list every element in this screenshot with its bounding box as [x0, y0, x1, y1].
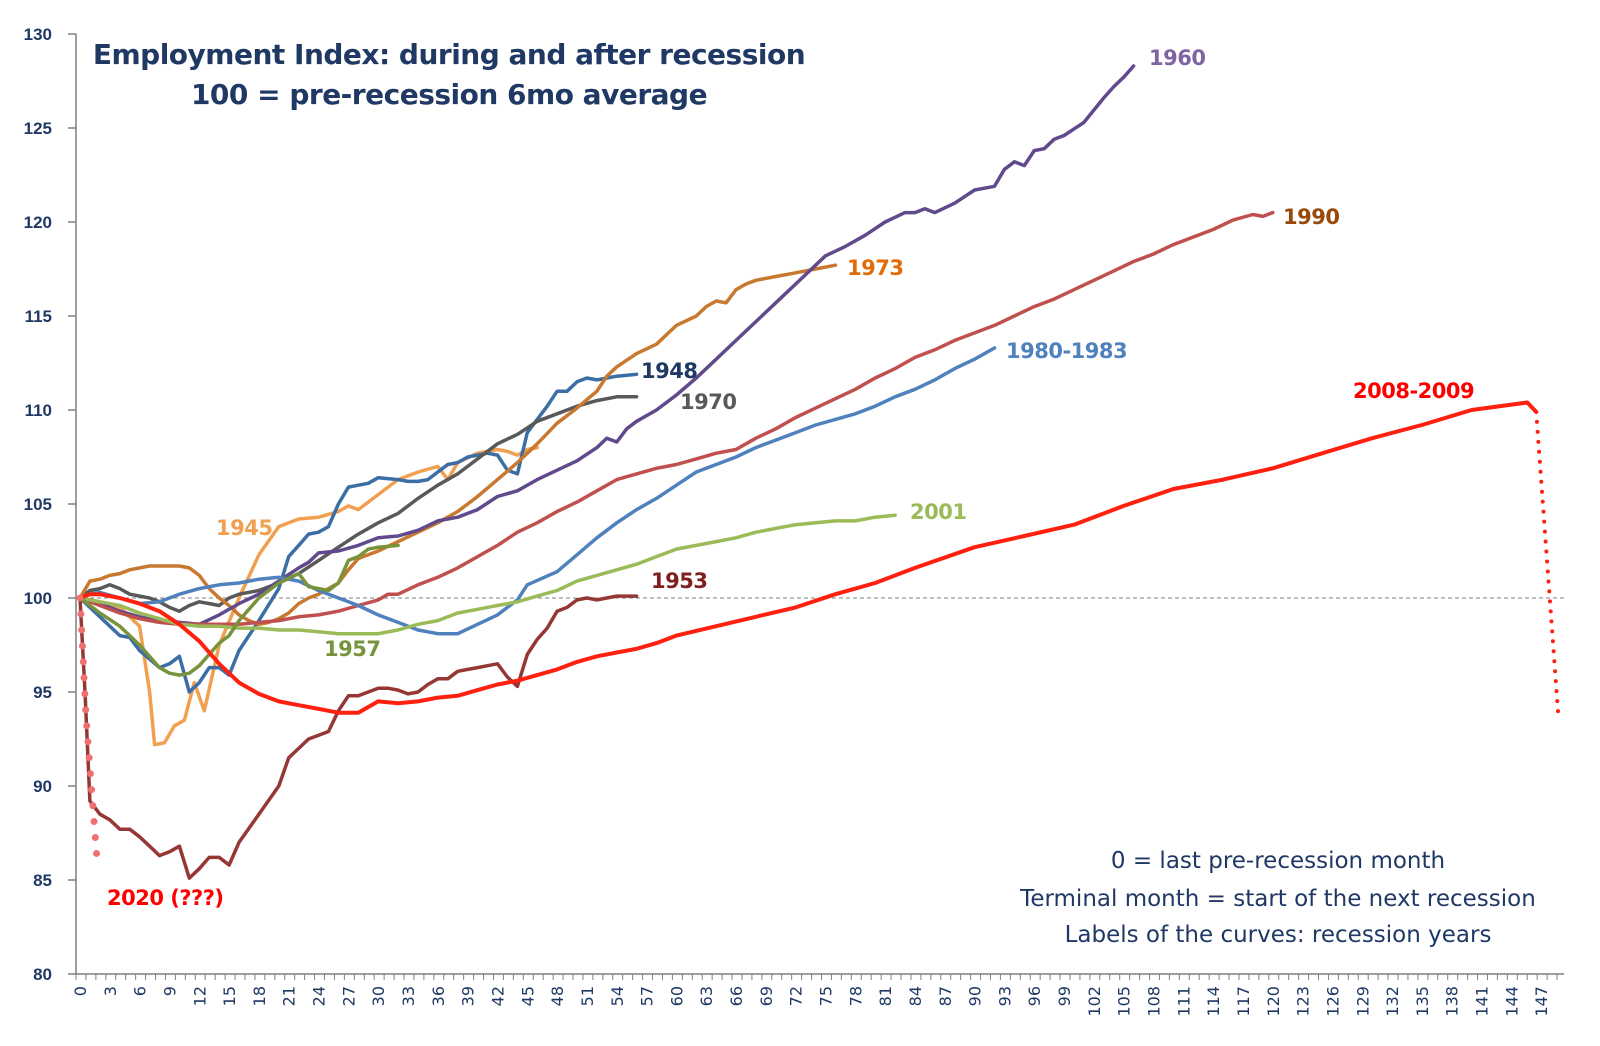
chart-title: Employment Index: during and after reces…: [92, 38, 806, 71]
series-label-1970: 1970: [680, 390, 737, 414]
x-tick-label: 90: [966, 986, 985, 1006]
x-tick-label: 114: [1204, 986, 1223, 1017]
y-tick-label: 85: [33, 871, 52, 890]
y-tick-label: 105: [24, 495, 52, 514]
x-tick-label: 132: [1383, 986, 1402, 1017]
x-tick-label: 138: [1443, 986, 1462, 1017]
series-label-1960: 1960: [1149, 46, 1206, 70]
series-line-1948: [78, 372, 639, 694]
x-tick-label: 3: [101, 986, 120, 996]
x-tick-label: 72: [787, 986, 806, 1006]
series-line-2001: [78, 513, 897, 636]
series-line-1957: [78, 543, 400, 677]
series-line-1990: [78, 210, 1275, 627]
series-projection-2008-2009: [1534, 409, 1561, 715]
y-tick-label: 125: [24, 119, 52, 138]
x-tick-label: 48: [548, 986, 567, 1006]
y-tick-label: 120: [24, 213, 52, 232]
y-tick-label: 80: [33, 965, 52, 984]
y-tick-label: 130: [24, 25, 52, 44]
x-tick-label: 87: [936, 986, 955, 1006]
series-label-2001: 2001: [910, 500, 967, 524]
series-label-1973: 1973: [847, 256, 904, 280]
series-label-1957: 1957: [324, 637, 381, 661]
x-tick-label: 54: [608, 986, 627, 1006]
series-line-1980-1983: [78, 346, 997, 636]
x-tick-label: 0: [71, 986, 90, 996]
x-tick-label: 9: [160, 986, 179, 996]
x-tick-label: 117: [1234, 986, 1253, 1017]
series-line-2008-2009: [78, 400, 1539, 715]
annotation-note: 0 = last pre-recession month: [1110, 848, 1446, 874]
x-tick-label: 144: [1502, 986, 1521, 1017]
series-label-1945: 1945: [216, 516, 273, 540]
y-tick-label: 90: [33, 777, 52, 796]
y-tick-label: 110: [25, 401, 52, 420]
x-tick-label: 45: [518, 986, 537, 1006]
x-tick-label: 27: [339, 986, 358, 1006]
x-tick-label: 111: [1174, 986, 1193, 1017]
x-tick-label: 12: [190, 986, 209, 1006]
series-label-2020: 2020 (???): [107, 886, 224, 910]
x-tick-label: 123: [1294, 986, 1313, 1017]
x-tick-label: 102: [1085, 986, 1104, 1017]
x-tick-label: 135: [1413, 986, 1432, 1017]
series-label-1953: 1953: [651, 569, 708, 593]
x-tick-label: 69: [757, 986, 776, 1006]
x-tick-label: 15: [220, 986, 239, 1006]
x-tick-label: 78: [846, 986, 865, 1006]
x-tick-label: 60: [667, 986, 686, 1006]
series-line-1973: [78, 263, 838, 627]
x-tick-label: 66: [727, 986, 746, 1006]
x-tick-label: 18: [250, 986, 269, 1006]
x-tick-label: 6: [131, 986, 150, 996]
x-tick-label: 33: [399, 986, 418, 1006]
x-tick-label: 24: [310, 986, 329, 1006]
series-label-1990: 1990: [1283, 205, 1340, 229]
y-tick-label: 115: [25, 307, 52, 326]
x-tick-label: 105: [1115, 986, 1134, 1017]
series-label-1948: 1948: [641, 359, 698, 383]
annotation-note: Terminal month = start of the next reces…: [1020, 886, 1536, 912]
x-tick-label: 126: [1323, 986, 1342, 1017]
chart-subtitle: 100 = pre-recession 6mo average: [190, 78, 708, 111]
x-tick-label: 21: [280, 986, 299, 1006]
x-tick-label: 141: [1473, 986, 1492, 1017]
x-tick-label: 75: [817, 986, 836, 1006]
x-tick-label: 99: [1055, 986, 1074, 1006]
x-tick-label: 57: [638, 986, 657, 1006]
x-tick-label: 129: [1353, 986, 1372, 1017]
x-tick-label: 93: [995, 986, 1014, 1006]
x-tick-label: 36: [429, 986, 448, 1006]
x-tick-label: 108: [1145, 986, 1164, 1017]
annotation-note: Labels of the curves: recession years: [1064, 922, 1492, 948]
x-tick-label: 39: [459, 986, 478, 1006]
series-lines: [76, 64, 1561, 880]
x-tick-label: 120: [1264, 986, 1283, 1017]
x-tick-label: 30: [369, 986, 388, 1006]
x-tick-label: 84: [906, 986, 925, 1006]
series-label-2008-2009: 2008-2009: [1353, 379, 1475, 403]
x-tick-label: 96: [1025, 986, 1044, 1006]
x-tick-label: 42: [488, 986, 507, 1006]
series-line-2020: [76, 594, 101, 869]
series-line-1960: [78, 64, 1136, 627]
x-tick-label: 51: [578, 986, 597, 1006]
series-line-1953: [78, 594, 639, 880]
series-label-1980-1983: 1980-1983: [1006, 339, 1128, 363]
y-tick-label: 100: [24, 589, 52, 608]
x-tick-label: 63: [697, 986, 716, 1006]
x-tick-label: 81: [876, 986, 895, 1006]
x-tick-label: 147: [1532, 986, 1551, 1017]
y-tick-label: 95: [33, 683, 52, 702]
